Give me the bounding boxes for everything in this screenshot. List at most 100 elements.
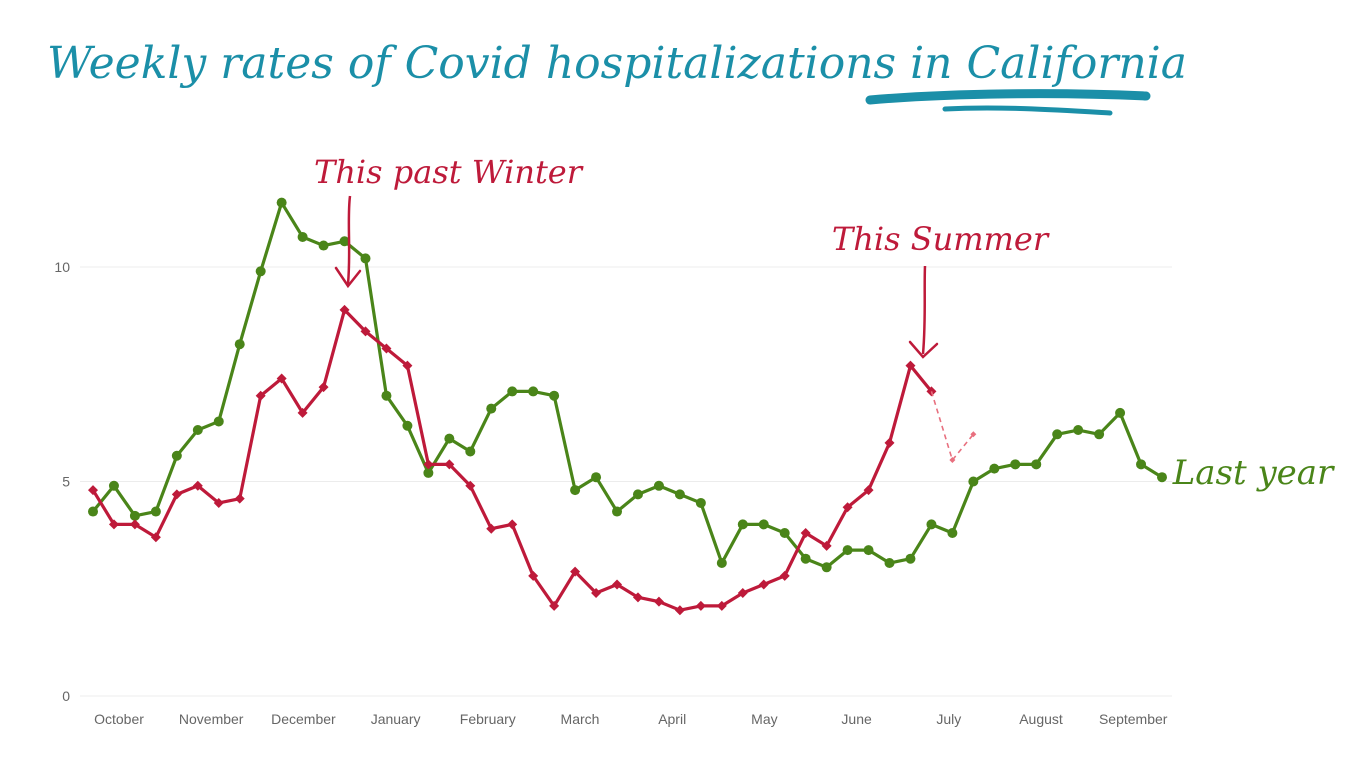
- data-point: [884, 558, 895, 569]
- data-point: [276, 373, 287, 384]
- projected-point: [970, 431, 977, 438]
- data-point: [674, 605, 685, 616]
- data-point: [423, 467, 434, 478]
- x-tick-label-september: September: [1099, 711, 1168, 727]
- data-point: [402, 360, 413, 371]
- y-axis: 0 5 10: [54, 259, 70, 704]
- data-point: [486, 403, 497, 414]
- data-point: [549, 390, 560, 401]
- x-tick-label-october: October: [94, 711, 144, 727]
- data-point: [674, 489, 685, 500]
- data-point: [1073, 425, 1084, 436]
- data-point: [88, 485, 98, 496]
- data-point: [905, 553, 916, 564]
- data-point: [1094, 429, 1105, 440]
- data-point: [947, 527, 958, 538]
- annotation-winter: This past Winter: [314, 153, 584, 191]
- series-line: [91, 308, 933, 612]
- data-point: [318, 240, 329, 251]
- projected-line: [930, 391, 974, 462]
- data-point: [821, 562, 832, 573]
- series-line: [91, 201, 1163, 569]
- data-point: [444, 459, 455, 470]
- data-point: [632, 592, 643, 603]
- data-point: [297, 407, 308, 418]
- data-point: [255, 390, 266, 401]
- data-point: [486, 523, 497, 534]
- data-point: [821, 540, 832, 551]
- annotation-summer-arrowhead: [908, 340, 939, 359]
- data-point: [171, 450, 182, 461]
- data-point: [381, 343, 392, 354]
- data-point: [234, 339, 245, 350]
- data-point: [465, 480, 476, 491]
- data-point: [570, 566, 581, 577]
- data-point: [1157, 472, 1167, 483]
- data-point: [150, 532, 161, 543]
- data-point: [192, 480, 203, 491]
- data-point: [444, 433, 455, 444]
- data-point: [507, 386, 518, 397]
- data-point: [737, 588, 748, 599]
- title-underline-stroke: [942, 105, 1113, 116]
- data-point: [842, 545, 853, 556]
- data-point: [192, 425, 203, 436]
- annotation-summer-arrow: [921, 265, 927, 355]
- x-tick-label-june: June: [841, 711, 872, 727]
- data-point: [528, 570, 539, 581]
- data-point: [926, 519, 937, 530]
- title-underline: [865, 89, 1151, 105]
- data-point: [968, 476, 979, 487]
- data-point: [989, 463, 1000, 474]
- data-point: [905, 360, 916, 371]
- data-point: [842, 502, 853, 513]
- data-point: [255, 266, 266, 277]
- data-point: [863, 485, 874, 496]
- data-point: [800, 527, 811, 538]
- data-point: [108, 480, 119, 491]
- series-last-year: [88, 197, 1167, 573]
- x-axis: October November December January February Ma…: [94, 711, 1168, 727]
- chart-title: Weekly rates of Covid hospitalizations i…: [47, 38, 1187, 89]
- data-point: [800, 553, 811, 564]
- data-point: [339, 236, 350, 247]
- data-point: [108, 519, 119, 530]
- data-point: [423, 459, 434, 470]
- data-point: [758, 519, 769, 530]
- data-point: [360, 326, 371, 337]
- data-point: [1052, 429, 1063, 440]
- data-point: [465, 446, 476, 457]
- data-point: [234, 493, 245, 504]
- data-point: [1010, 459, 1021, 470]
- series-this-year: [88, 304, 977, 616]
- data-point: [695, 497, 706, 508]
- y-tick-label-5: 5: [62, 474, 70, 490]
- data-point: [695, 600, 706, 611]
- projected-point: [949, 457, 956, 464]
- x-tick-label-november: November: [179, 711, 244, 727]
- data-point: [779, 570, 790, 581]
- y-tick-label-10: 10: [54, 259, 70, 275]
- data-point: [360, 253, 371, 264]
- data-point: [737, 519, 748, 530]
- data-point: [129, 510, 140, 521]
- annotation-summer: This Summer: [832, 220, 1050, 258]
- data-point: [612, 579, 623, 590]
- data-point: [213, 497, 224, 508]
- y-tick-label-0: 0: [62, 688, 70, 704]
- annotation-last-year: Last year: [1172, 453, 1335, 493]
- data-point: [549, 600, 560, 611]
- data-point: [612, 506, 623, 517]
- x-tick-label-january: January: [371, 711, 421, 727]
- data-point: [381, 390, 392, 401]
- data-point: [129, 519, 140, 530]
- x-tick-label-july: July: [936, 711, 961, 727]
- data-point: [213, 416, 224, 427]
- data-point: [339, 304, 350, 315]
- data-point: [318, 382, 329, 393]
- x-tick-label-may: May: [751, 711, 777, 727]
- data-point: [716, 600, 727, 611]
- data-point: [528, 386, 539, 397]
- annotation-winter-arrowhead: [334, 266, 362, 289]
